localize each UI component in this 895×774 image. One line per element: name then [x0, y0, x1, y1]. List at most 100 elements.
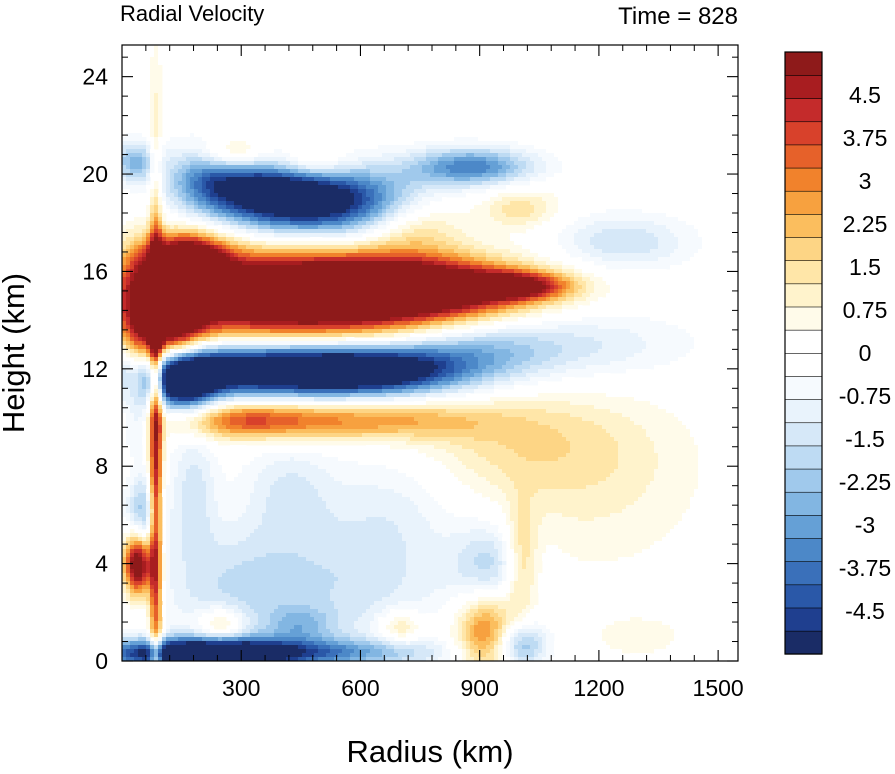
- velocity-cell: [506, 217, 511, 222]
- velocity-cell: [134, 285, 139, 290]
- velocity-cell: [358, 173, 363, 178]
- velocity-cell: [206, 305, 211, 310]
- velocity-cell: [394, 145, 399, 150]
- velocity-cell: [474, 273, 479, 278]
- velocity-cell: [246, 217, 251, 222]
- velocity-cell: [130, 145, 135, 150]
- velocity-cell: [146, 169, 151, 174]
- velocity-cell: [658, 253, 663, 258]
- velocity-cell: [566, 237, 571, 242]
- velocity-cell: [262, 233, 267, 238]
- velocity-cell: [394, 257, 399, 262]
- velocity-cell: [582, 293, 587, 298]
- velocity-cell: [150, 45, 155, 50]
- velocity-cell: [466, 237, 471, 242]
- velocity-cell: [134, 133, 139, 138]
- velocity-cell: [526, 269, 531, 274]
- velocity-cell: [182, 209, 187, 214]
- velocity-cell: [502, 173, 507, 178]
- velocity-cell: [154, 273, 159, 278]
- velocity-cell: [422, 225, 427, 230]
- velocity-cell: [242, 261, 247, 266]
- velocity-cell: [294, 221, 299, 226]
- velocity-cell: [178, 281, 183, 286]
- velocity-cell: [338, 253, 343, 258]
- velocity-cell: [174, 213, 179, 218]
- velocity-cell: [294, 301, 299, 306]
- velocity-cell: [126, 133, 131, 138]
- velocity-cell: [190, 293, 195, 298]
- velocity-cell: [138, 297, 143, 302]
- velocity-cell: [474, 169, 479, 174]
- velocity-cell: [202, 245, 207, 250]
- velocity-cell: [362, 209, 367, 214]
- velocity-cell: [522, 261, 527, 266]
- velocity-cell: [286, 205, 291, 210]
- velocity-cell: [210, 189, 215, 194]
- velocity-cell: [278, 153, 283, 158]
- velocity-cell: [366, 237, 371, 242]
- velocity-cell: [518, 305, 523, 310]
- velocity-cell: [450, 185, 455, 190]
- velocity-cell: [490, 209, 495, 214]
- velocity-cell: [510, 201, 515, 206]
- velocity-cell: [430, 253, 435, 258]
- velocity-cell: [514, 161, 519, 166]
- velocity-cell: [506, 157, 511, 162]
- velocity-cell: [254, 225, 259, 230]
- velocity-cell: [382, 217, 387, 222]
- velocity-cell: [198, 137, 203, 142]
- velocity-cell: [554, 169, 559, 174]
- velocity-cell: [530, 301, 535, 306]
- velocity-cell: [182, 165, 187, 170]
- velocity-cell: [274, 281, 279, 286]
- velocity-cell: [526, 177, 531, 182]
- velocity-cell: [638, 229, 643, 234]
- velocity-cell: [458, 233, 463, 238]
- velocity-cell: [350, 149, 355, 154]
- velocity-cell: [406, 141, 411, 146]
- velocity-cell: [214, 289, 219, 294]
- velocity-cell: [386, 177, 391, 182]
- velocity-cell: [518, 245, 523, 250]
- velocity-cell: [158, 157, 163, 162]
- velocity-cell: [274, 221, 279, 226]
- velocity-cell: [478, 137, 483, 142]
- velocity-cell: [122, 141, 127, 146]
- velocity-cell: [274, 265, 279, 270]
- velocity-cell: [558, 237, 563, 242]
- velocity-cell: [122, 261, 127, 266]
- velocity-cell: [562, 169, 567, 174]
- velocity-cell: [146, 273, 151, 278]
- velocity-cell: [342, 257, 347, 262]
- velocity-cell: [658, 257, 663, 262]
- velocity-cell: [146, 269, 151, 274]
- velocity-cell: [534, 165, 539, 170]
- velocity-cell: [374, 177, 379, 182]
- velocity-cell: [502, 193, 507, 198]
- velocity-cell: [434, 217, 439, 222]
- velocity-cell: [166, 305, 171, 310]
- velocity-cell: [454, 217, 459, 222]
- velocity-cell: [446, 265, 451, 270]
- velocity-cell: [302, 245, 307, 250]
- velocity-cell: [474, 141, 479, 146]
- velocity-cell: [618, 213, 623, 218]
- velocity-cell: [490, 269, 495, 274]
- velocity-cell: [330, 305, 335, 310]
- velocity-cell: [202, 301, 207, 306]
- velocity-cell: [278, 305, 283, 310]
- velocity-cell: [266, 153, 271, 158]
- velocity-cell: [386, 265, 391, 270]
- velocity-cell: [190, 145, 195, 150]
- velocity-cell: [346, 301, 351, 306]
- velocity-cell: [538, 197, 543, 202]
- velocity-cell: [230, 301, 235, 306]
- velocity-cell: [490, 185, 495, 190]
- velocity-cell: [510, 209, 515, 214]
- velocity-cell: [698, 245, 703, 250]
- velocity-cell: [270, 161, 275, 166]
- velocity-cell: [214, 241, 219, 246]
- velocity-cell: [402, 273, 407, 278]
- velocity-cell: [374, 221, 379, 226]
